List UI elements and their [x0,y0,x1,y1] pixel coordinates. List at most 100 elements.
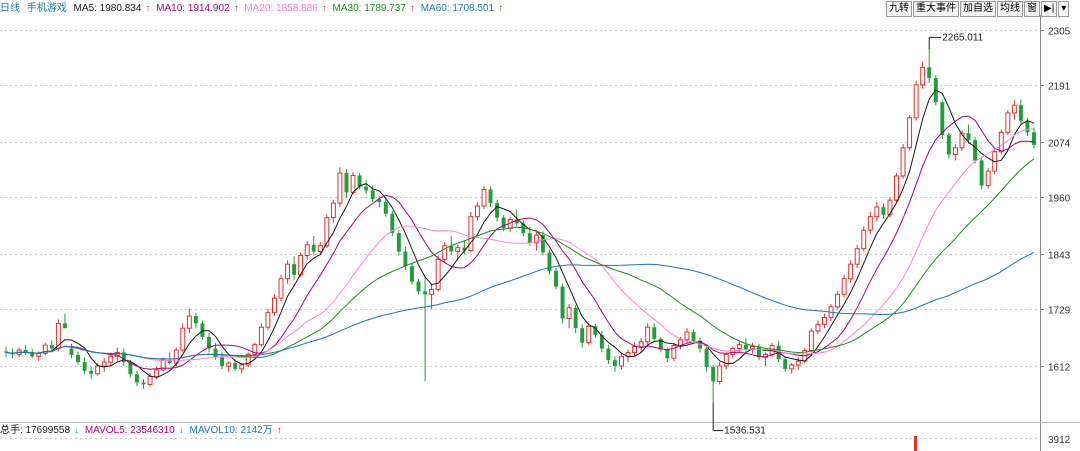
candle-body-up [258,326,264,346]
candle-body-down [23,350,28,352]
candle-body-down [495,203,500,218]
candle-body-up [717,365,723,383]
candle-body-up [474,205,480,218]
high-annotation-label: 2265.011 [942,32,983,43]
candle-body-down [540,235,545,253]
ma30-label: MA30: 1789.737 [332,3,406,14]
candle-body-up [533,234,539,244]
candle-body-down [946,135,951,155]
candle-body-up [638,341,644,348]
candle-body-down [364,186,369,191]
candle-body-down [1025,120,1030,133]
chart-toolbar: 九转 重大事件 加自选 均线 窗 ▶| ▾ [886,1,1070,17]
ma20-label: MA20: 1858.886 [244,3,318,14]
candle-body-down [743,344,748,350]
candle-body-up [861,229,867,250]
mavol5-label: MAVOL5: 23546310 [84,425,175,436]
candle-body-up [913,84,919,119]
ma60-line [5,251,1035,360]
candle-body-up [317,245,323,253]
total-volume-label: 总手: 17699558 [0,425,71,436]
major-events-button[interactable]: 重大事件 [913,1,959,17]
candle-body-down [449,245,454,252]
mavol10-arrow-icon: ↑ [276,425,282,436]
candle-body-up [566,307,572,319]
candle-body-up [959,132,965,149]
candle-body-up [920,66,926,86]
jump-end-icon[interactable]: ▶| [1041,1,1058,17]
candle-body-down [612,360,617,366]
candle-body-up [226,362,232,367]
candle-body-down [554,270,558,287]
candle-body-up [723,353,729,367]
candle-body-up [278,278,284,299]
candle-body-down [416,281,421,292]
candle-body-down [311,244,316,252]
candle-body-up [998,131,1004,153]
candle-body-up [795,360,801,366]
candle-body-up [632,346,638,353]
candle-body-down [213,348,218,358]
candle-body-down [220,357,225,366]
candle-body-down [207,336,211,349]
candle-body-up [619,355,624,367]
window-button[interactable]: 窗 [1024,1,1040,17]
candle-body-up [429,288,435,295]
candle-body-down [973,140,978,161]
candle-body-down [462,247,467,251]
candle-body-up [337,172,343,204]
candle-body-down [527,233,532,243]
ma-settings-button[interactable]: 均线 [997,1,1023,17]
candle-body-down [1032,132,1036,145]
candle-body-down [783,359,788,369]
candle-body-down [409,266,414,282]
nine-turn-button[interactable]: 九转 [886,1,912,17]
candle-body-down [881,206,886,215]
candle-body-down [134,374,139,383]
candle-body-down [82,362,87,371]
y-tick-label: 2305 [1048,27,1071,38]
ma30-line [5,158,1035,360]
candle-body-up [887,199,893,216]
y-tick-label: 1612 [1048,363,1071,374]
candle-body-up [848,263,854,280]
candle-body-up [154,369,160,378]
candle-body-down [606,348,611,361]
ma30-arrow-icon: ↑ [409,3,415,14]
ma20-arrow-icon: ↑ [321,3,327,14]
candle-body-up [749,346,755,351]
candle-body-up [822,317,827,325]
dropdown-arrow-icon[interactable]: ▾ [1058,1,1070,17]
add-watchlist-button[interactable]: 加自选 [960,1,996,17]
candle-body-down [652,327,657,339]
y-tick-label: 2191 [1048,82,1071,93]
candle-body-up [684,331,690,341]
candle-body-down [488,189,493,204]
ma-legend: 日线 手机游戏 MA5: 1980.834 ↑ MA10: 1914.902 ↑ M… [0,1,506,17]
candle-body-up [841,278,847,295]
y-tick-label: 1960 [1048,194,1071,205]
candle-body-down [377,199,382,203]
y-tick-label: 1843 [1048,251,1071,262]
ma10-line [5,115,1035,370]
candle-body-down [927,67,932,78]
candle-body-up [985,170,991,187]
candle-body-up [468,216,474,252]
candle-body-up [789,364,795,370]
candle-body-up [239,364,245,370]
candle-body-up [645,326,651,343]
candle-body-up [808,330,814,351]
candle-body-down [580,328,585,343]
candle-body-down [193,316,198,324]
candle-body-up [894,175,899,201]
candle-body-up [42,344,48,354]
candle-body-down [691,332,696,341]
candle-body-up [350,174,356,193]
candle-body-up [36,352,42,357]
candle-body-up [671,345,677,359]
candle-body-down [167,360,172,364]
candle-body-down [940,102,945,136]
candle-body-up [907,117,913,149]
candle-body-down [704,348,709,367]
